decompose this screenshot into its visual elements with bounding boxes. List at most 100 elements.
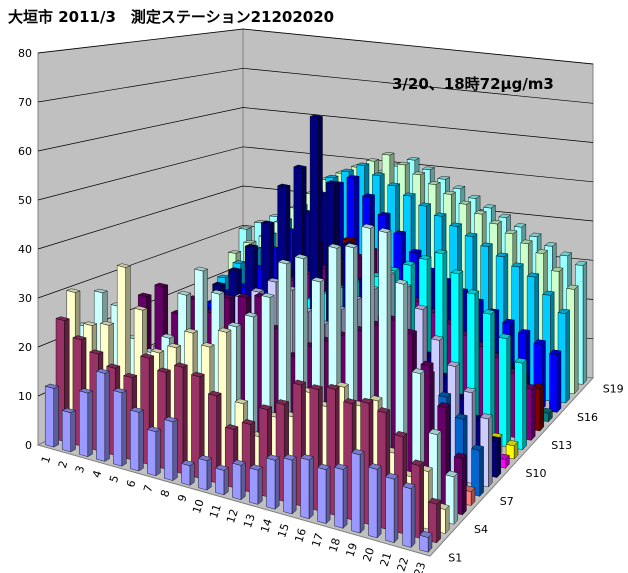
bar [78, 388, 94, 458]
bar [471, 444, 484, 497]
bar [129, 407, 144, 472]
bar-top [275, 399, 290, 406]
bar-top [528, 232, 542, 238]
bar-side [342, 465, 348, 529]
bar [514, 357, 528, 451]
bar-top [458, 200, 472, 205]
bar-top [116, 263, 131, 268]
bar-side [556, 350, 562, 413]
bar-top [217, 327, 232, 333]
x-tick-label: 8 [158, 488, 173, 499]
chart-title: 大垣市 2011/3 測定ステーション21202020 [8, 8, 334, 26]
bar-side [436, 499, 441, 544]
bar-front [164, 419, 174, 481]
bar-top [427, 181, 441, 185]
y-tick-label: 80 [18, 47, 32, 60]
bar-top [180, 460, 195, 467]
bar-top [292, 379, 307, 386]
bar-top [396, 161, 411, 166]
x-tick-label: 17 [309, 532, 326, 549]
x-tick-label: 9 [175, 493, 190, 504]
x-tick-label: 10 [190, 498, 207, 515]
bar-top [418, 255, 432, 260]
x-tick-label: 13 [241, 512, 258, 529]
bar-top [211, 281, 226, 287]
bar-top [93, 288, 109, 294]
bar-top [342, 236, 356, 241]
bar-side [182, 364, 188, 475]
bar-top [566, 284, 579, 290]
bar [146, 426, 161, 477]
bar-top [95, 368, 111, 374]
bar-side [155, 428, 161, 477]
bar-top [387, 182, 401, 187]
bar-side [189, 462, 195, 486]
bar [334, 463, 348, 529]
bar-top [244, 243, 259, 249]
x-tick-label: 4 [90, 469, 105, 480]
bar-top [513, 223, 527, 228]
bar-top [244, 312, 259, 318]
bar-front [232, 462, 242, 500]
bar-top [173, 362, 188, 368]
bar-side [531, 384, 536, 441]
gridline [37, 107, 594, 152]
bar [283, 454, 297, 515]
bar-top [214, 464, 229, 471]
bar-front [45, 385, 54, 448]
x-tick-label: 22 [395, 556, 412, 573]
bar-top [437, 402, 451, 409]
bar-front [96, 370, 106, 462]
bar [231, 459, 246, 501]
bar-top [548, 349, 562, 355]
bar-side [506, 334, 511, 448]
bar-side [479, 446, 484, 497]
bar-top [535, 249, 548, 254]
bar-side [582, 261, 587, 385]
bar-front [147, 429, 157, 477]
bar-front [79, 390, 89, 457]
bar-top [309, 384, 323, 391]
bar-front [266, 457, 276, 510]
depth-tick-label: S4 [474, 523, 488, 536]
bar-side [488, 414, 493, 488]
bar-front [334, 467, 344, 529]
bar-side [393, 474, 399, 544]
bar-top [231, 459, 246, 466]
bar-top [365, 158, 380, 162]
bar-top [248, 464, 263, 471]
bar-top [502, 318, 515, 324]
y-tick-label: 20 [18, 341, 32, 354]
bar-side [223, 466, 229, 496]
bar-top [61, 407, 77, 414]
bar-side [240, 461, 246, 501]
bar [548, 349, 562, 413]
bar-side [172, 418, 178, 481]
bar-front [130, 409, 140, 472]
bar-side [138, 409, 144, 472]
bar-side [87, 390, 93, 458]
bar-top [438, 391, 452, 398]
bar-top [227, 322, 242, 328]
y-tick-label: 0 [25, 439, 32, 452]
bar-top [393, 430, 408, 438]
bar-top [82, 321, 98, 326]
bar-side [325, 465, 331, 525]
bar-top [408, 248, 422, 254]
bar-top [325, 174, 339, 179]
bar-top [78, 388, 94, 394]
bar-top [467, 194, 481, 199]
bar-top [483, 204, 496, 209]
bar-top [473, 210, 487, 215]
bar-top [550, 266, 564, 272]
bar-front [368, 466, 378, 539]
bar-top [190, 371, 205, 378]
bar-top [449, 222, 463, 227]
bar [419, 530, 433, 553]
bar-top [325, 180, 340, 185]
bar-top [447, 361, 461, 367]
bar-front [181, 463, 191, 486]
bar-front [249, 467, 259, 505]
bar-top [437, 175, 451, 180]
bar-front [385, 476, 395, 543]
